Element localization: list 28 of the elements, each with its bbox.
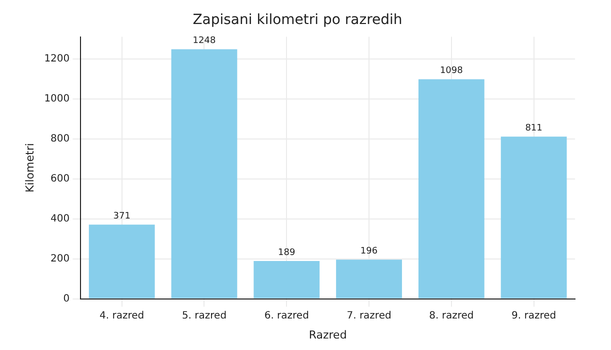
y-tick-label: 800 (50, 133, 70, 144)
y-tick-label: 200 (50, 253, 70, 264)
data-label: 189 (278, 248, 296, 258)
data-label: 1248 (192, 36, 216, 46)
x-tick-label: 7. razred (346, 310, 392, 322)
data-label: 1098 (440, 66, 464, 76)
x-tick-label: 8. razred (429, 310, 474, 322)
x-axis-title: Razred (308, 328, 347, 342)
y-tick-label: 1200 (44, 53, 70, 64)
data-label: 196 (360, 246, 378, 256)
y-tick-label: 0 (63, 293, 70, 304)
y-tick-label: 400 (50, 213, 70, 224)
bar (336, 260, 402, 298)
x-tick-label: 5. razred (182, 310, 227, 322)
x-tick-label: 6. razred (264, 310, 309, 322)
bar (254, 261, 320, 298)
bar (88, 224, 155, 298)
bar (171, 49, 238, 298)
chart-title: Zapisani kilometri po razredih (192, 12, 402, 28)
bar (500, 136, 567, 298)
data-label: 371 (113, 211, 130, 222)
bar (418, 79, 484, 298)
y-tick-label: 600 (50, 173, 70, 184)
x-tick-label: 9. razred (512, 310, 556, 322)
y-axis-title: Kilometri (23, 143, 36, 193)
y-tick-label: 1000 (44, 93, 70, 104)
x-tick-label: 4. razred (100, 310, 144, 322)
data-label: 811 (525, 123, 542, 134)
